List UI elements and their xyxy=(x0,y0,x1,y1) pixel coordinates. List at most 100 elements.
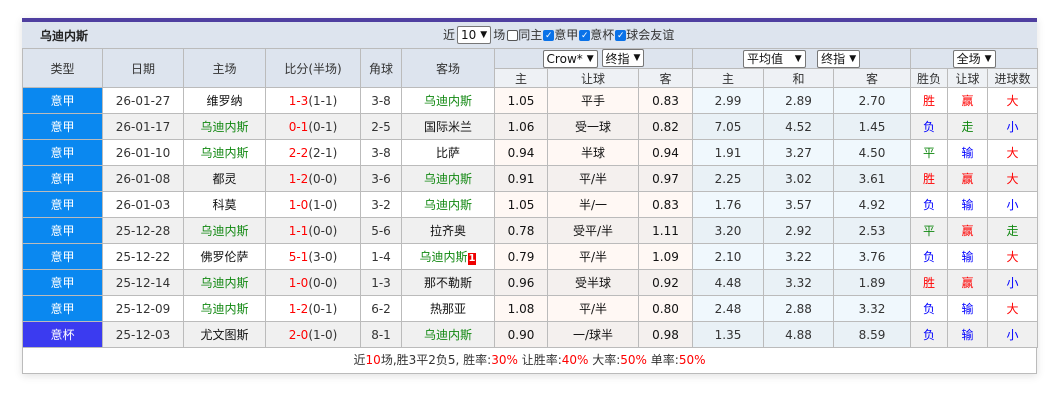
draw-odds: 2.92 xyxy=(763,217,835,244)
result: 胜 xyxy=(910,87,949,114)
result: 负 xyxy=(910,191,949,218)
away-team-name[interactable]: 那不勒斯 xyxy=(423,276,472,290)
away-team-name[interactable]: 热那亚 xyxy=(429,302,466,316)
home-win-odds: 2.10 xyxy=(692,243,765,270)
home-team-name[interactable]: 科莫 xyxy=(212,198,237,212)
odd-rate: 50% xyxy=(678,353,706,367)
away-team: 那不勒斯 xyxy=(401,269,495,296)
checkbox-label: 球会友谊 xyxy=(626,28,675,42)
match-type[interactable]: 意甲 xyxy=(22,165,103,192)
match-type[interactable]: 意甲 xyxy=(22,191,103,218)
handicap-home-odds: 1.05 xyxy=(494,87,548,114)
filters: 近 10 ▼ 场 同主 ✓ 意甲 ✓ 意杯 ✓ 球会友谊 xyxy=(443,22,675,48)
score[interactable]: 5-1(3-0) xyxy=(265,243,361,270)
score[interactable]: 1-3(1-1) xyxy=(265,87,361,114)
corners: 6-2 xyxy=(360,295,402,322)
match-type[interactable]: 意甲 xyxy=(22,295,103,322)
match-date: 26-01-10 xyxy=(102,139,184,166)
checkbox-1[interactable]: ✓ xyxy=(543,30,555,41)
home-team-name[interactable]: 佛罗伦萨 xyxy=(200,250,249,264)
near-label: 近 xyxy=(443,28,456,42)
score[interactable]: 1-2(0-0) xyxy=(265,165,361,192)
handicap-away-odds: 0.80 xyxy=(637,295,694,322)
handicap-result: 赢 xyxy=(947,87,989,114)
half-time-score: (1-1) xyxy=(308,93,338,108)
header-type: 类型 xyxy=(22,48,103,88)
handicap-home-odds: 1.05 xyxy=(494,191,548,218)
match-date: 25-12-22 xyxy=(102,243,184,270)
home-team: 维罗纳 xyxy=(183,87,266,114)
checkbox-3[interactable]: ✓ xyxy=(615,30,627,41)
half-time-score: (0-0) xyxy=(308,275,338,290)
match-type[interactable]: 意甲 xyxy=(22,87,103,114)
handicap-away-odds: 0.97 xyxy=(637,165,694,192)
away-team-name[interactable]: 国际米兰 xyxy=(423,120,472,134)
match-count-select[interactable]: 10 ▼ xyxy=(457,26,492,44)
chevron-down-icon: ▼ xyxy=(849,53,857,64)
goals-result: 大 xyxy=(987,243,1039,270)
match-type[interactable]: 意甲 xyxy=(22,217,103,244)
period-select[interactable]: 全场 ▼ xyxy=(952,49,996,68)
match-type[interactable]: 意甲 xyxy=(22,113,103,140)
score[interactable]: 1-0(1-0) xyxy=(265,191,361,218)
score[interactable]: 0-1(0-1) xyxy=(265,113,361,140)
full-time-score: 1-3 xyxy=(288,93,309,108)
checkbox-0[interactable] xyxy=(507,30,519,41)
away-team: 乌迪内斯 xyxy=(401,87,495,114)
corners: 3-8 xyxy=(360,139,402,166)
home-team-name[interactable]: 维罗纳 xyxy=(206,94,243,108)
result: 负 xyxy=(910,113,949,140)
average-select[interactable]: 平均值 ▼ xyxy=(742,49,806,68)
match-type[interactable]: 意杯 xyxy=(22,321,103,348)
draw-odds: 3.57 xyxy=(763,191,835,218)
corners: 2-5 xyxy=(360,113,402,140)
score[interactable]: 2-0(1-0) xyxy=(265,321,361,348)
recent-matches-panel: 乌迪内斯 近 10 ▼ 场 同主 ✓ 意甲 ✓ 意杯 ✓ 球会友谊 类型 日期 主场 比分(半… xyxy=(22,18,1039,374)
home-team-name[interactable]: 乌迪内斯 xyxy=(200,146,249,160)
chevron-down-icon: ▼ xyxy=(794,53,802,64)
europe-odds-type-select[interactable]: 终指 ▼ xyxy=(817,49,861,68)
score[interactable]: 1-1(0-0) xyxy=(265,217,361,244)
result: 胜 xyxy=(910,165,949,192)
home-team-name[interactable]: 乌迪内斯 xyxy=(200,120,249,134)
half-time-score: (1-0) xyxy=(308,327,338,342)
away-team-name[interactable]: 比萨 xyxy=(435,146,460,160)
away-team-name[interactable]: 乌迪内斯 xyxy=(423,328,472,342)
away-win-odds: 1.89 xyxy=(833,269,912,296)
checkbox-2[interactable]: ✓ xyxy=(579,30,591,41)
match-type[interactable]: 意甲 xyxy=(22,139,103,166)
handicap-away-odds: 0.83 xyxy=(637,191,694,218)
handicap-odds-type-select[interactable]: 终指 ▼ xyxy=(601,49,645,68)
company-select[interactable]: Crow* ▼ xyxy=(542,49,598,68)
home-team-name[interactable]: 乌迪内斯 xyxy=(200,276,249,290)
away-team-name[interactable]: 乌迪内斯 xyxy=(423,172,472,186)
match-type[interactable]: 意甲 xyxy=(22,269,103,296)
score[interactable]: 2-2(2-1) xyxy=(265,139,361,166)
home-team: 乌迪内斯 xyxy=(183,217,266,244)
home-team-name[interactable]: 乌迪内斯 xyxy=(200,224,249,238)
draw-odds: 3.02 xyxy=(763,165,835,192)
away-team-name[interactable]: 拉齐奥 xyxy=(429,224,466,238)
score[interactable]: 1-0(0-0) xyxy=(265,269,361,296)
home-team-name[interactable]: 尤文图斯 xyxy=(200,328,249,342)
draw-odds: 3.27 xyxy=(763,139,835,166)
result: 平 xyxy=(910,217,949,244)
away-team-name[interactable]: 乌迪内斯 xyxy=(419,250,468,264)
table-row: 意杯 25-12-03 尤文图斯 2-0(1-0) 8-1 乌迪内斯 0.90 一/球半 0.9… xyxy=(22,321,1039,348)
home-team-name[interactable]: 乌迪内斯 xyxy=(200,302,249,316)
handicap-result: 赢 xyxy=(947,165,989,192)
result: 胜 xyxy=(910,269,949,296)
away-team-name[interactable]: 乌迪内斯 xyxy=(423,198,472,212)
away-team-name[interactable]: 乌迪内斯 xyxy=(423,94,472,108)
score[interactable]: 1-2(0-1) xyxy=(265,295,361,322)
handicap-home-odds: 0.91 xyxy=(494,165,548,192)
half-time-score: (0-1) xyxy=(308,119,338,134)
full-time-score: 1-0 xyxy=(288,275,309,290)
match-type[interactable]: 意甲 xyxy=(22,243,103,270)
checkbox-label: 意甲 xyxy=(554,28,579,42)
summary: 近10场,胜3平2负5, 胜率:30% 让胜率:40% 大率:50% 单率:50… xyxy=(22,348,1037,374)
draw-odds: 3.32 xyxy=(763,269,835,296)
handicap-result: 赢 xyxy=(947,217,989,244)
home-team: 佛罗伦萨 xyxy=(183,243,266,270)
home-team-name[interactable]: 都灵 xyxy=(212,172,237,186)
